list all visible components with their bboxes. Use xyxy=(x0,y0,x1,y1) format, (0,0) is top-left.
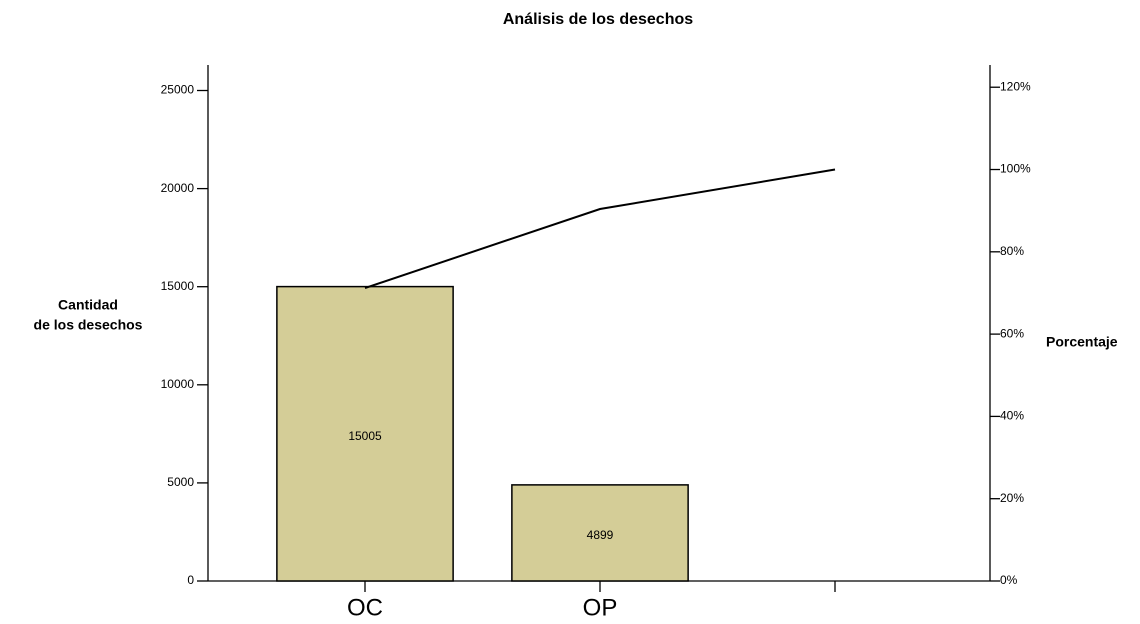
y2-tick-label: 20% xyxy=(1000,491,1024,505)
x-tick-label: OP xyxy=(583,594,618,621)
y2-axis-title: Porcentaje xyxy=(1046,334,1118,350)
y-axis-title: Cantidad xyxy=(58,297,118,313)
chart-title: Análisis de los desechos xyxy=(503,11,693,28)
y2-tick-label: 120% xyxy=(1000,79,1031,93)
y2-tick-label: 100% xyxy=(1000,162,1031,176)
y2-tick-label: 0% xyxy=(1000,573,1018,587)
cumulative-line xyxy=(364,168,836,289)
y2-tick-label: 80% xyxy=(1000,244,1024,258)
value-label: 15005 xyxy=(348,429,382,443)
y-tick-label: 25000 xyxy=(161,83,195,97)
value-label: 4899 xyxy=(587,528,614,542)
y-tick-label: 10000 xyxy=(161,377,195,391)
y-tick-label: 20000 xyxy=(161,181,195,195)
y-tick-label: 0 xyxy=(187,573,194,587)
y2-tick-label: 60% xyxy=(1000,326,1024,340)
y2-tick-label: 40% xyxy=(1000,409,1024,423)
y-tick-label: 5000 xyxy=(167,475,194,489)
bar xyxy=(276,285,454,582)
x-tick-label: OC xyxy=(347,594,383,621)
y-axis-title: de los desechos xyxy=(34,317,143,333)
y-tick-label: 15000 xyxy=(161,279,195,293)
bar xyxy=(511,484,689,582)
